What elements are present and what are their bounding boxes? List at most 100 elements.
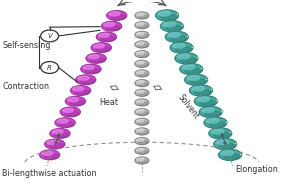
Ellipse shape [209,128,232,139]
Ellipse shape [109,12,120,16]
Ellipse shape [80,79,94,84]
Ellipse shape [135,12,149,19]
Ellipse shape [138,34,148,38]
Ellipse shape [55,118,75,128]
Ellipse shape [135,99,149,106]
Ellipse shape [135,41,149,48]
Ellipse shape [219,149,241,160]
Ellipse shape [138,63,148,67]
Ellipse shape [138,92,148,96]
Ellipse shape [83,65,94,70]
Ellipse shape [135,157,149,164]
Ellipse shape [106,25,120,30]
Ellipse shape [180,57,196,63]
Ellipse shape [96,47,110,51]
Ellipse shape [136,80,144,83]
Ellipse shape [138,131,148,134]
Ellipse shape [135,22,149,29]
Ellipse shape [76,75,96,85]
Ellipse shape [135,118,149,125]
Ellipse shape [101,21,122,31]
Ellipse shape [214,139,237,150]
Text: Solvent: Solvent [176,92,201,121]
Ellipse shape [175,46,191,52]
Text: Bi-lengthwise actuation: Bi-lengthwise actuation [2,169,97,178]
Ellipse shape [65,96,85,106]
Ellipse shape [138,140,148,144]
Ellipse shape [73,87,84,91]
Ellipse shape [111,15,125,19]
Ellipse shape [135,138,149,145]
Ellipse shape [204,111,221,116]
Ellipse shape [104,22,115,27]
Ellipse shape [177,54,190,59]
Ellipse shape [170,42,193,53]
Ellipse shape [136,51,144,54]
Ellipse shape [136,32,144,35]
Ellipse shape [136,42,144,45]
Ellipse shape [40,150,60,160]
Ellipse shape [101,36,115,41]
Ellipse shape [138,150,148,154]
Ellipse shape [189,85,212,96]
Text: R: R [47,64,52,70]
Ellipse shape [156,10,178,21]
Ellipse shape [138,121,148,125]
Ellipse shape [135,51,149,58]
Ellipse shape [194,96,217,107]
Ellipse shape [57,119,68,123]
Ellipse shape [60,122,74,127]
Ellipse shape [136,13,144,16]
Ellipse shape [136,61,144,64]
Ellipse shape [50,129,70,138]
Ellipse shape [136,22,144,26]
Ellipse shape [71,86,91,95]
Ellipse shape [138,73,148,76]
Ellipse shape [136,129,144,132]
Ellipse shape [135,70,149,77]
Ellipse shape [190,79,206,84]
Ellipse shape [185,68,201,74]
Ellipse shape [91,57,105,62]
Ellipse shape [138,160,148,163]
Ellipse shape [197,97,209,102]
Ellipse shape [166,25,182,31]
Ellipse shape [204,117,227,128]
Ellipse shape [60,107,80,117]
Ellipse shape [47,140,58,145]
Ellipse shape [182,65,195,70]
Ellipse shape [180,64,203,75]
Ellipse shape [171,36,187,41]
Ellipse shape [45,139,65,149]
Ellipse shape [52,129,63,134]
Ellipse shape [65,111,79,116]
Ellipse shape [207,118,219,123]
Ellipse shape [98,33,110,37]
Ellipse shape [138,24,148,28]
Ellipse shape [136,119,144,122]
Ellipse shape [136,100,144,103]
Ellipse shape [192,86,205,91]
Ellipse shape [78,76,89,80]
Ellipse shape [224,154,240,159]
Ellipse shape [44,154,58,159]
Text: Heat: Heat [99,98,118,107]
Ellipse shape [86,53,106,63]
Ellipse shape [138,111,148,115]
Ellipse shape [67,97,79,102]
Ellipse shape [216,140,229,145]
Ellipse shape [136,138,144,141]
Ellipse shape [221,150,234,155]
Ellipse shape [219,143,235,149]
Ellipse shape [62,108,73,112]
Text: Contraction: Contraction [2,82,49,91]
Ellipse shape [93,44,104,48]
Ellipse shape [81,64,101,74]
Ellipse shape [201,108,214,112]
Ellipse shape [135,89,149,96]
Text: Elongation: Elongation [235,165,278,174]
Ellipse shape [135,108,149,116]
Ellipse shape [88,54,99,59]
Ellipse shape [160,21,183,32]
Ellipse shape [135,147,149,154]
